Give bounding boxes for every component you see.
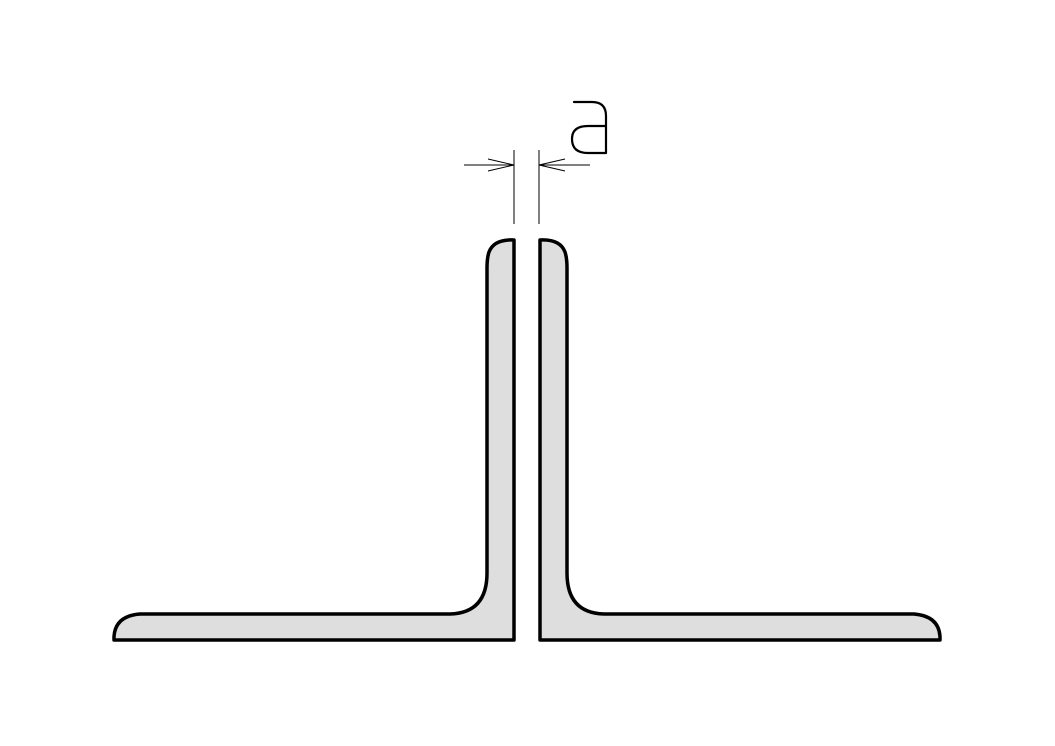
right-angle-profile (538, 238, 942, 642)
dimension-label-a (570, 100, 608, 155)
left-angle-profile (112, 238, 516, 642)
right-arrowhead (538, 158, 566, 172)
left-arrowhead (487, 158, 515, 172)
